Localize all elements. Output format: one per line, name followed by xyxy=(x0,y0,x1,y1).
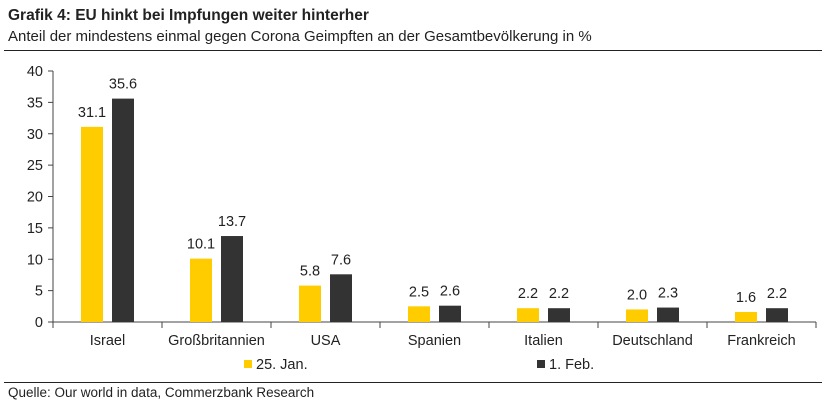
chart-subtitle: Anteil der mindestens einmal gegen Coron… xyxy=(8,28,592,45)
y-tick-label: 5 xyxy=(35,284,43,300)
data-label: 31.1 xyxy=(78,105,106,121)
data-label: 2.2 xyxy=(767,286,787,302)
data-label: 5.8 xyxy=(300,264,320,280)
data-label: 2.2 xyxy=(549,286,569,302)
legend-swatch xyxy=(537,360,545,368)
bar-feb-1 xyxy=(112,98,134,322)
top-rule xyxy=(4,50,822,51)
y-tick-label: 35 xyxy=(27,95,43,111)
bar-jan-25 xyxy=(81,126,103,322)
y-tick-label: 20 xyxy=(27,190,43,206)
data-label: 2.6 xyxy=(440,284,460,300)
y-tick-label: 10 xyxy=(27,252,43,268)
x-category-label: Israel xyxy=(90,333,125,349)
y-tick-label: 25 xyxy=(27,158,43,174)
bar-feb-1 xyxy=(766,308,788,322)
data-label: 2.3 xyxy=(658,286,678,302)
data-label: 7.6 xyxy=(331,252,351,268)
bar-jan-25 xyxy=(735,311,757,322)
x-category-label: Großbritannien xyxy=(168,333,265,349)
y-tick-label: 15 xyxy=(27,221,43,237)
data-label: 2.0 xyxy=(627,287,647,303)
bottom-rule xyxy=(4,382,822,383)
x-category-label: Deutschland xyxy=(612,333,693,349)
bar-feb-1 xyxy=(548,308,570,322)
legend-swatch xyxy=(244,360,252,368)
bar-feb-1 xyxy=(221,236,243,322)
bar-jan-25 xyxy=(299,285,321,322)
x-category-label: Italien xyxy=(524,333,563,349)
source-note: Quelle: Our world in data, Commerzbank R… xyxy=(8,385,315,400)
x-category-label: USA xyxy=(311,333,341,349)
bar-jan-25 xyxy=(408,306,430,322)
data-label: 13.7 xyxy=(218,214,246,230)
y-tick-label: 30 xyxy=(27,127,43,143)
y-tick-label: 40 xyxy=(27,64,43,80)
bar-jan-25 xyxy=(190,258,212,322)
data-label: 35.6 xyxy=(109,77,137,93)
chart-title: Grafik 4: EU hinkt bei Impfungen weiter … xyxy=(8,7,369,24)
data-label: 2.5 xyxy=(409,284,429,300)
bar-jan-25 xyxy=(626,309,648,322)
y-tick-label: 0 xyxy=(35,315,43,331)
x-category-label: Spanien xyxy=(408,333,461,349)
x-category-label: Frankreich xyxy=(727,333,796,349)
legend-label: 1. Feb. xyxy=(549,357,594,373)
data-label: 1.6 xyxy=(736,290,756,306)
bar-feb-1 xyxy=(657,307,679,322)
bar-jan-25 xyxy=(517,308,539,322)
data-label: 10.1 xyxy=(187,237,215,253)
bar-feb-1 xyxy=(439,305,461,322)
data-label: 2.2 xyxy=(518,286,538,302)
legend-label: 25. Jan. xyxy=(256,357,308,373)
bar-feb-1 xyxy=(330,274,352,322)
